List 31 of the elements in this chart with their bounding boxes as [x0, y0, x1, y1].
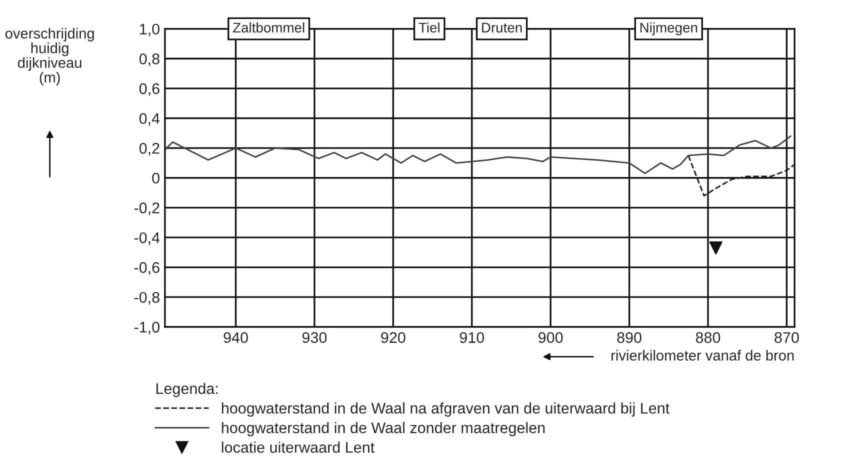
x-tick-label: 940 [224, 332, 248, 343]
x-tick-label: 920 [381, 332, 406, 343]
x-axis-title: rivierkilometer vanaf de bron [612, 350, 794, 361]
legend-title: Legenda: [156, 382, 218, 398]
annotation: Nijmegen [640, 22, 698, 36]
legend-label: locatie uiterwaard Lent [222, 442, 374, 453]
x-tick-label: 870 [774, 332, 799, 343]
annotation: Druten [482, 22, 522, 33]
y-tick-label: 0,4 [139, 113, 160, 126]
line-series [688, 154, 795, 197]
legend-label: hoogwaterstand in de Waal zonder maatregelen [222, 422, 545, 436]
y-tick-label: -1,0 [134, 322, 160, 334]
y-tick-label: -0,2 [134, 202, 160, 216]
x-tick-label: 930 [302, 332, 327, 343]
y-tick-label: 0 [152, 172, 160, 184]
annotation: Zaltbommel [232, 22, 304, 33]
annotation: Tiel [418, 22, 440, 33]
y-tick-label: 1,0 [140, 24, 160, 36]
line-series [164, 135, 792, 174]
y-tick-label: -0,4 [134, 232, 160, 245]
y-tick-label: 0,8 [139, 54, 160, 66]
y-axis-title: overschrijding huidig dijkniveau (m) [5, 28, 94, 86]
y-tick-label: -0,8 [134, 292, 160, 305]
y-tick-label: 0,6 [139, 83, 160, 96]
legend-label: hoogwaterstand in de Waal na afgraven van de uiterwaard bij Lent [222, 402, 670, 417]
y-tick-label: 0,2 [139, 142, 160, 156]
y-tick-label: -0,6 [134, 262, 160, 275]
x-tick-label: 890 [617, 332, 642, 343]
x-tick-label: 880 [696, 332, 720, 343]
x-tick-label: 910 [460, 332, 484, 343]
x-tick-label: 900 [538, 332, 563, 343]
